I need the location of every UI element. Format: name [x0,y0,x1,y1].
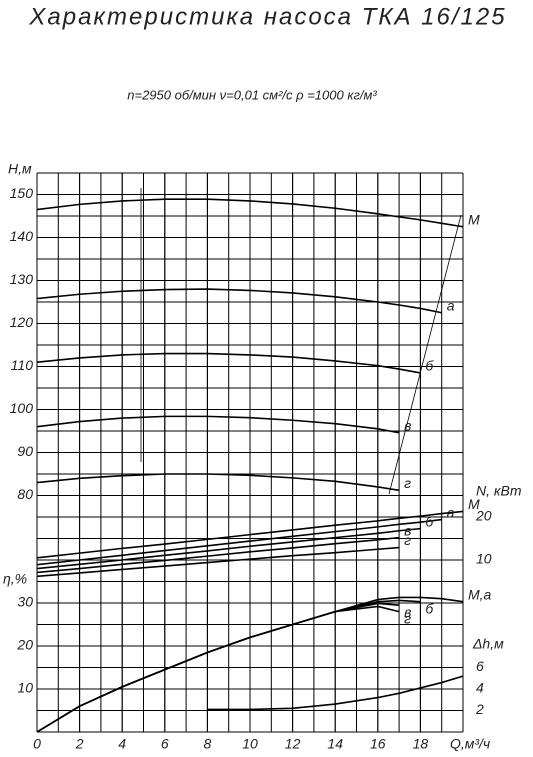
curve-label: а [447,297,455,313]
y-axis-label: N, кВт [476,483,522,499]
curve-label: г [404,532,411,548]
y-tick-label: 30 [17,594,33,610]
y-tick-label: 120 [10,314,34,330]
y-axis-label: η,% [3,571,27,587]
curve-label: в [404,522,411,538]
y-tick-label: 100 [10,400,34,416]
y-axis-label: Δh,м [472,636,504,652]
y-tick-label: 110 [11,357,34,373]
curve-label: в [404,417,411,433]
y-tick-label: 90 [17,443,33,459]
y-tick-label: 130 [10,271,34,287]
y-tick-label: 2 [475,701,484,717]
curve [36,473,400,492]
y-tick-label: 4 [476,680,484,696]
curve [36,198,464,228]
curve-label: б [425,600,434,616]
x-tick-label: 16 [370,736,386,752]
x-tick-label: 6 [161,736,169,752]
x-axis-label: Q,м³/ч [450,736,490,752]
y-tick-label: 140 [10,228,34,244]
x-tick-label: 4 [118,736,126,752]
y-axis-label: H,м [8,161,32,177]
curve-label: М,а [468,586,492,602]
curve [36,546,400,578]
curve [207,675,464,711]
y-tick-label: 6 [476,658,484,674]
y-tick-label: 20 [475,508,492,524]
chart-title: Характеристика насоса ТКА 16/125 [28,3,506,30]
curve [36,352,421,374]
curve [36,605,400,733]
x-tick-label: 18 [413,736,429,752]
y-tick-label: 80 [17,486,33,502]
x-tick-label: 2 [75,736,84,752]
y-tick-label: 10 [17,680,33,696]
x-tick-label: 8 [204,736,212,752]
curve-label: г [404,475,411,491]
curve-label: б [425,358,434,374]
curve-label: б [425,513,434,529]
y-tick-label: 10 [476,551,492,567]
x-tick-label: 12 [285,736,301,752]
x-tick-label: 10 [242,736,258,752]
curve-label: а [447,504,455,520]
curve [36,510,464,559]
curve [36,536,400,574]
chart-subtitle: n=2950 об/мин ν=0,01 см²/с ρ =1000 кг/м³ [127,87,377,102]
curve [36,415,400,434]
x-tick-label: 0 [33,736,41,752]
x-tick-label: 14 [327,736,343,752]
curve [36,288,442,314]
curve-label: М [468,496,480,512]
y-tick-label: 20 [16,637,33,653]
curve-label: М [468,211,480,227]
curve [36,527,421,570]
curve-label: в [404,604,411,620]
y-tick-label: 150 [10,185,34,201]
curve-label: г [404,610,411,626]
boundary-line [388,214,462,495]
curve [36,518,442,566]
